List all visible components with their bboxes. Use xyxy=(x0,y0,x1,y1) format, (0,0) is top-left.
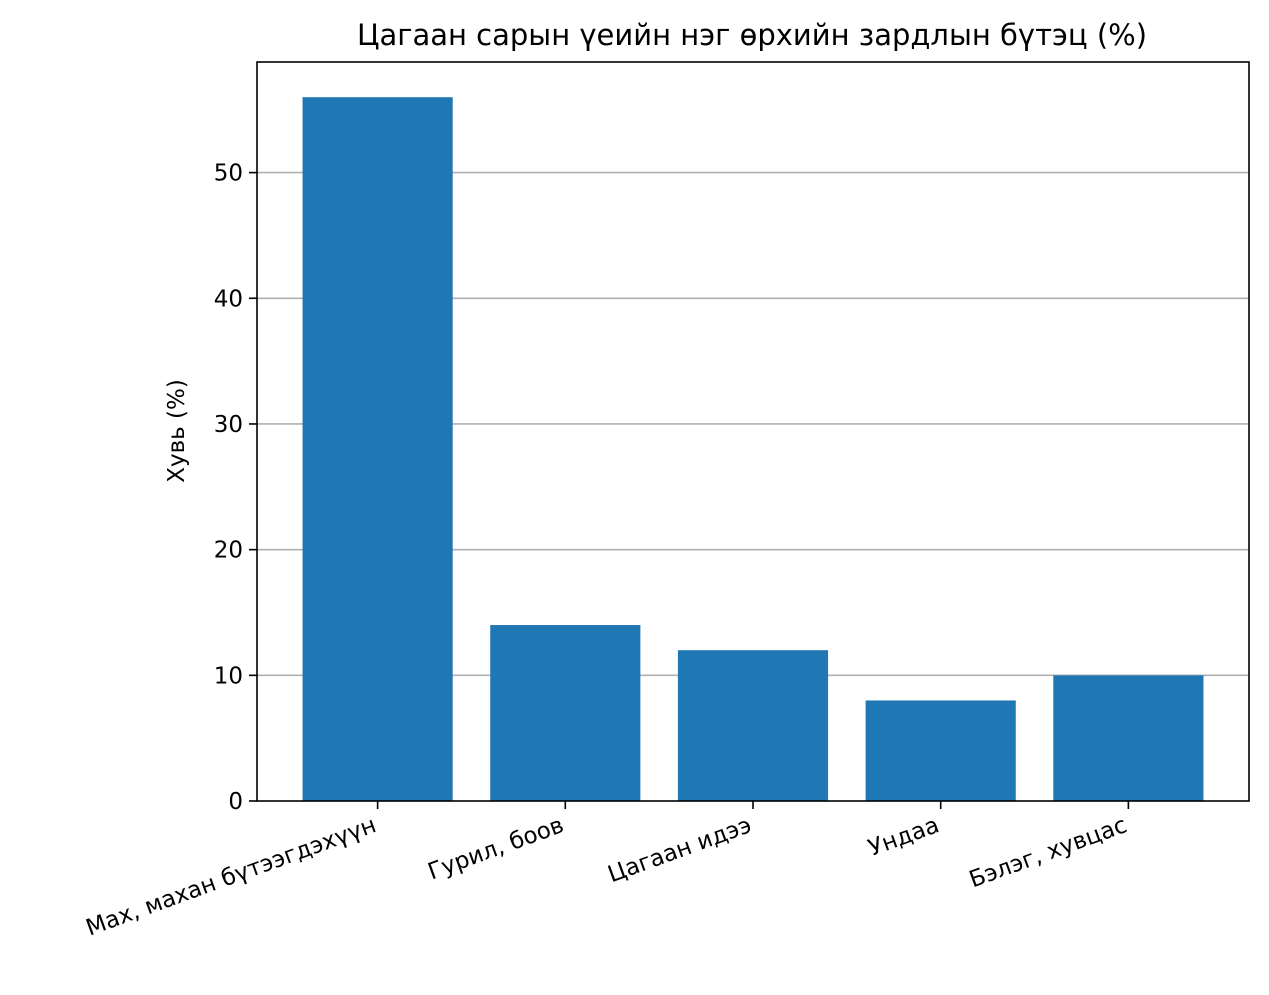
x-tick-label: Ундаа xyxy=(865,812,943,861)
bar xyxy=(490,625,641,801)
x-tick-label: Бэлэг, хувцас xyxy=(966,812,1131,893)
bar xyxy=(302,97,453,801)
y-tick-label: 0 xyxy=(228,789,243,815)
y-tick-label: 20 xyxy=(214,538,243,564)
y-axis: 0 10 20 30 40 50 xyxy=(214,161,257,815)
x-tick-label: Мах, махан бүтээгдэхүүн xyxy=(83,812,380,941)
x-axis: Мах, махан бүтээгдэхүүн Гурил, боов Цагаан… xyxy=(83,801,1131,941)
x-tick-label: Цагаан идээ xyxy=(605,812,755,888)
y-tick-label: 10 xyxy=(214,663,243,689)
bars xyxy=(302,97,1204,801)
chart-title: Цагаан сарын үеийн нэг өрхийн зардлын бү… xyxy=(357,18,1147,52)
bar xyxy=(677,650,829,801)
y-tick-label: 50 xyxy=(214,161,243,187)
bar xyxy=(1053,675,1204,801)
bar xyxy=(865,700,1016,801)
y-tick-label: 30 xyxy=(214,412,243,438)
x-tick-label: Гурил, боов xyxy=(425,812,568,885)
y-axis-label: Хувь (%) xyxy=(164,379,190,483)
y-tick-label: 40 xyxy=(214,286,243,312)
